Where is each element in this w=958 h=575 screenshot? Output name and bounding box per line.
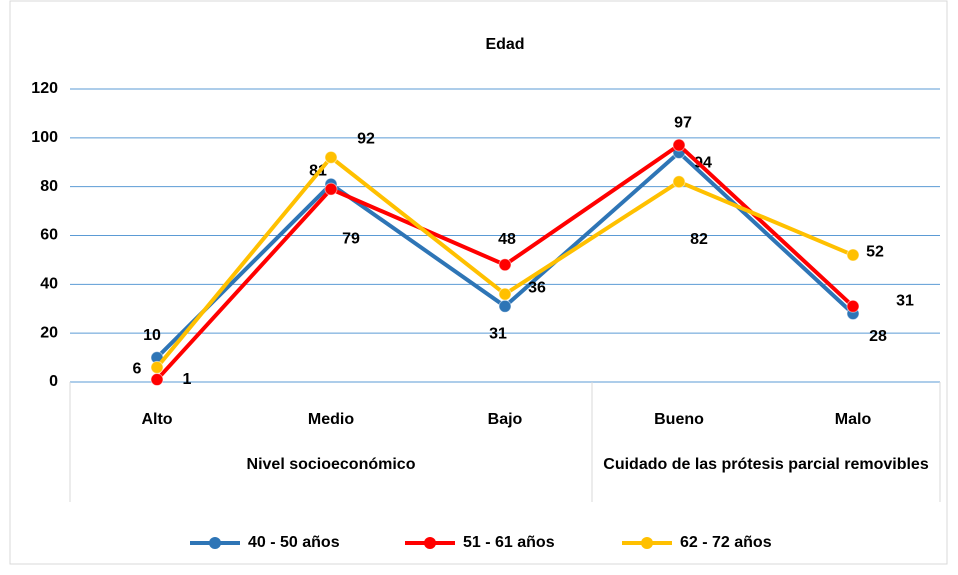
data-label: 52	[866, 243, 884, 260]
point-marker	[672, 175, 686, 189]
point-marker	[150, 373, 164, 387]
data-label: 92	[357, 131, 375, 148]
y-tick-label: 40	[40, 276, 58, 293]
data-label: 97	[674, 114, 692, 131]
data-label: 10	[143, 327, 161, 344]
group-label: Nivel socioeconómico	[246, 456, 416, 473]
data-label: 48	[498, 231, 516, 248]
data-label: 79	[342, 230, 360, 247]
x-tick-label: Alto	[141, 411, 172, 428]
point-marker	[498, 258, 512, 272]
point-marker	[498, 299, 512, 313]
y-tick-label: 20	[40, 324, 58, 341]
chart-border	[9, 0, 948, 565]
point-marker	[150, 360, 164, 374]
point-marker	[846, 299, 860, 313]
y-tick-label: 60	[40, 227, 58, 244]
data-label: 31	[896, 293, 914, 310]
point-marker	[324, 182, 338, 196]
y-tick-label: 80	[40, 178, 58, 195]
group-label-box: Cuidado de las prótesis parcial removibl…	[603, 456, 929, 473]
group-label-box: Nivel socioeconómico	[246, 456, 416, 473]
y-tick-label: 100	[31, 129, 58, 146]
data-label: 6	[133, 361, 142, 378]
y-tick-label: 0	[49, 373, 58, 390]
x-tick-label: Malo	[835, 411, 872, 428]
data-label: 36	[528, 279, 546, 296]
legend-label: 62 - 72 años	[680, 534, 772, 551]
data-label: 82	[690, 231, 708, 248]
legend-marker	[424, 537, 436, 549]
data-label: 94	[694, 155, 712, 172]
legend-marker	[209, 537, 221, 549]
point-marker	[672, 138, 686, 152]
group-label: Cuidado de las prótesis parcial removibl…	[603, 456, 929, 473]
data-label: 28	[869, 328, 887, 345]
y-tick-label: 120	[31, 80, 58, 97]
data-label: 1	[183, 371, 192, 388]
x-tick-label: Bueno	[654, 411, 704, 428]
x-tick-label: Medio	[308, 411, 354, 428]
x-tick-label: Bajo	[488, 411, 523, 428]
legend-label: 40 - 50 años	[248, 534, 340, 551]
point-marker	[324, 150, 338, 164]
legend-marker	[641, 537, 653, 549]
point-marker	[498, 287, 512, 301]
legend-label: 51 - 61 años	[463, 534, 555, 551]
chart-title: Edad	[485, 36, 524, 53]
point-marker	[846, 248, 860, 262]
data-label: 31	[489, 326, 507, 343]
